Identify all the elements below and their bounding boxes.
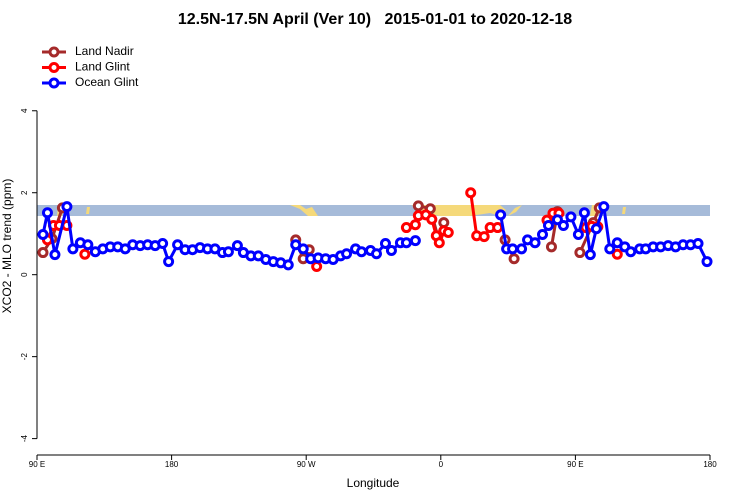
data-point xyxy=(557,220,569,232)
data-point xyxy=(572,229,584,241)
data-point xyxy=(409,219,421,231)
data-point xyxy=(356,246,368,258)
y-axis-label: XCO2 - MLO trend (ppm) xyxy=(0,179,14,314)
data-point xyxy=(507,243,519,255)
data-point xyxy=(611,248,623,260)
data-point xyxy=(409,235,421,247)
data-point xyxy=(49,249,61,261)
data-point xyxy=(529,237,541,249)
data-point xyxy=(67,243,79,255)
data-point xyxy=(536,229,548,241)
data-point xyxy=(584,249,596,261)
data-point xyxy=(692,238,704,250)
data-point xyxy=(297,243,309,255)
data-point xyxy=(370,248,382,260)
data-point xyxy=(701,256,713,268)
x-tick-label: 180 xyxy=(165,460,179,469)
legend-marker xyxy=(48,77,60,89)
y-tick-label: 0 xyxy=(20,272,29,277)
legend-label: Ocean Glint xyxy=(75,75,139,89)
data-point xyxy=(222,246,234,258)
data-point xyxy=(478,231,490,243)
y-tick-label: -4 xyxy=(20,435,29,443)
y-tick-label: -2 xyxy=(20,353,29,361)
data-point xyxy=(172,239,184,251)
data-point xyxy=(311,260,323,272)
chart-title: 12.5N-17.5N April (Ver 10) 2015-01-01 to… xyxy=(178,11,572,28)
data-point xyxy=(465,187,477,199)
y-tick-label: 2 xyxy=(20,190,29,195)
data-point xyxy=(545,241,557,253)
data-point xyxy=(590,223,602,235)
ocean-band xyxy=(37,205,710,216)
data-point xyxy=(542,220,554,232)
legend-marker xyxy=(48,62,60,73)
x-tick-label: 180 xyxy=(703,460,717,469)
land-patch xyxy=(290,205,318,216)
data-point xyxy=(412,200,424,212)
data-point xyxy=(604,243,616,255)
data-point xyxy=(79,248,91,260)
land-patch xyxy=(86,207,90,214)
x-tick-label: 90 W xyxy=(297,460,316,469)
x-tick-label: 0 xyxy=(439,460,444,469)
legend-marker xyxy=(48,46,60,58)
data-point xyxy=(37,229,49,241)
data-point xyxy=(379,238,391,250)
data-point xyxy=(516,243,528,255)
x-tick-label: 90 E xyxy=(29,460,45,469)
x-tick-label: 90 E xyxy=(567,460,583,469)
data-point xyxy=(385,245,397,257)
data-point xyxy=(41,207,53,219)
land-patch xyxy=(622,207,626,214)
data-point xyxy=(163,256,175,268)
data-point xyxy=(341,248,353,260)
data-point xyxy=(82,239,94,251)
legend-label: Land Glint xyxy=(75,60,130,74)
data-point xyxy=(442,226,454,238)
x-axis-label: Longitude xyxy=(347,476,400,490)
data-point xyxy=(565,211,577,223)
data-point xyxy=(508,253,520,265)
legend-label: Land Nadir xyxy=(75,44,134,58)
data-point xyxy=(598,201,610,213)
data-point xyxy=(61,201,73,213)
data-point xyxy=(433,237,445,249)
data-point xyxy=(495,209,507,221)
data-point xyxy=(574,247,586,259)
data-point xyxy=(282,259,294,271)
data-point xyxy=(578,207,590,219)
data-point xyxy=(400,222,412,234)
data-point xyxy=(37,247,49,259)
y-tick-label: 4 xyxy=(20,108,29,113)
data-point xyxy=(625,246,637,258)
data-point xyxy=(400,237,412,249)
data-point xyxy=(492,222,504,234)
land-patch xyxy=(508,205,522,216)
data-point xyxy=(426,213,438,225)
data-point xyxy=(157,238,169,250)
data-point xyxy=(231,240,243,252)
